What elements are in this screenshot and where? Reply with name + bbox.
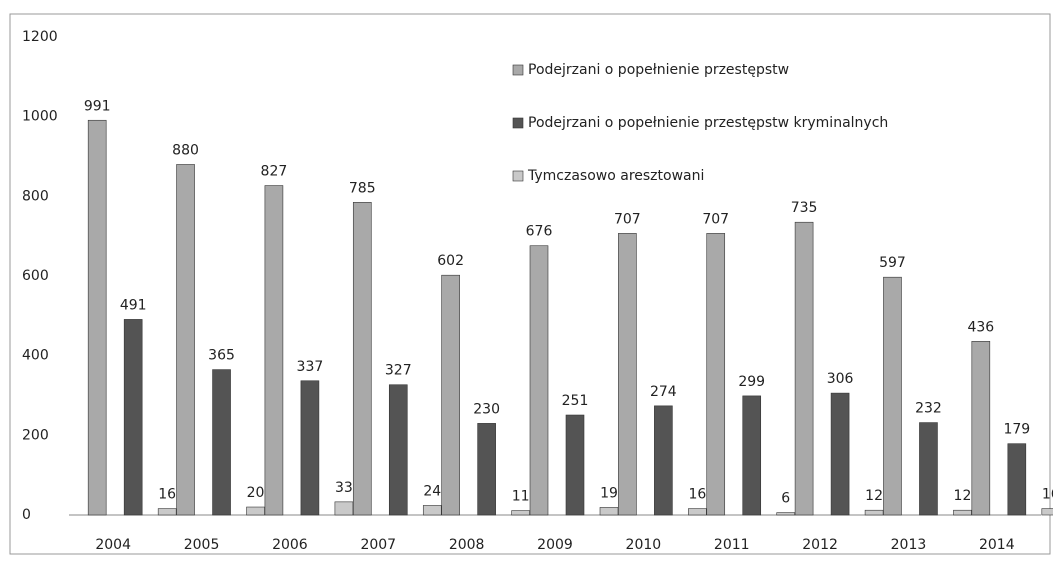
bar <box>176 164 195 516</box>
value-label: 179 <box>1003 422 1030 438</box>
legend-swatch <box>512 170 524 182</box>
value-label: 16 <box>158 487 176 503</box>
bar <box>212 369 231 516</box>
value-label: 20 <box>247 485 265 501</box>
bar <box>618 233 637 516</box>
x-tick-label: 2009 <box>537 537 573 553</box>
legend-label: Tymczasowo aresztowani <box>527 168 704 184</box>
bar <box>1041 508 1053 516</box>
value-label: 306 <box>827 371 854 387</box>
bar <box>87 119 107 516</box>
bar <box>388 384 408 516</box>
value-label: 12 <box>954 488 972 504</box>
y-tick-label: 1000 <box>22 109 58 125</box>
bar <box>776 512 796 516</box>
value-label: 11 <box>512 489 530 505</box>
bar <box>246 506 265 516</box>
bar <box>919 422 938 516</box>
bar <box>477 423 496 516</box>
frame <box>9 13 1051 555</box>
value-label: 991 <box>84 98 111 114</box>
legend-swatch <box>512 64 524 76</box>
value-label: 16 <box>1042 487 1053 503</box>
value-label: 735 <box>791 200 818 216</box>
value-label: 827 <box>261 164 288 180</box>
x-tick-label: 2005 <box>184 537 220 553</box>
value-label: 16 <box>688 487 706 503</box>
value-label: 274 <box>650 384 677 400</box>
value-label: 299 <box>738 374 765 390</box>
bar <box>830 392 850 516</box>
bar <box>688 508 707 516</box>
x-tick-label: 2006 <box>272 537 308 553</box>
value-label: 365 <box>208 348 235 364</box>
x-tick-label: 2011 <box>714 537 750 553</box>
value-label: 707 <box>614 211 641 227</box>
bar <box>654 405 673 516</box>
bar <box>529 245 549 516</box>
bar <box>742 395 762 516</box>
bar <box>599 507 619 516</box>
value-label: 12 <box>865 488 883 504</box>
value-label: 597 <box>879 255 906 271</box>
x-tick-label: 2014 <box>979 537 1015 553</box>
bar <box>864 509 884 516</box>
bar <box>794 221 814 516</box>
x-tick-label: 2004 <box>95 537 131 553</box>
y-tick-label: 0 <box>22 507 31 523</box>
bar <box>123 319 143 516</box>
bar <box>264 185 284 516</box>
x-tick-label: 2008 <box>449 537 485 553</box>
bar <box>971 341 991 516</box>
y-tick-label: 400 <box>22 348 49 364</box>
bar <box>706 233 726 516</box>
y-tick-label: 800 <box>22 188 49 204</box>
x-tick-label: 2013 <box>891 537 927 553</box>
value-label: 785 <box>349 180 376 196</box>
value-label: 491 <box>120 297 147 313</box>
value-label: 676 <box>526 224 553 240</box>
bar <box>157 508 177 516</box>
bar <box>300 380 320 516</box>
value-label: 880 <box>172 142 199 158</box>
bar <box>334 501 354 516</box>
x-tick-label: 2007 <box>360 537 396 553</box>
bar <box>441 274 460 516</box>
x-tick-label: 2010 <box>626 537 662 553</box>
value-label: 24 <box>423 483 441 499</box>
y-tick-label: 600 <box>22 268 49 284</box>
value-label: 251 <box>562 393 589 409</box>
bar <box>883 276 902 516</box>
value-label: 230 <box>473 401 500 417</box>
value-label: 337 <box>297 359 324 375</box>
bar <box>511 510 530 516</box>
legend-label: Podejrzani o popełnienie przestępstw kry… <box>528 115 888 131</box>
x-tick-label: 2012 <box>802 537 838 553</box>
value-label: 436 <box>967 319 994 335</box>
y-tick-label: 1200 <box>22 29 58 45</box>
bar <box>352 202 372 516</box>
value-label: 19 <box>600 485 618 501</box>
legend-swatch <box>512 117 524 129</box>
bar <box>953 509 972 516</box>
value-label: 327 <box>385 363 412 379</box>
value-label: 33 <box>335 480 353 496</box>
bar <box>422 505 442 516</box>
y-tick-label: 200 <box>22 427 49 443</box>
value-label: 6 <box>781 491 790 507</box>
bar <box>1007 443 1027 516</box>
value-label: 707 <box>702 211 729 227</box>
legend-label: Podejrzani o popełnienie przestępstw <box>528 62 789 78</box>
bar <box>565 414 585 516</box>
value-label: 232 <box>915 401 942 417</box>
value-label: 602 <box>437 253 464 269</box>
